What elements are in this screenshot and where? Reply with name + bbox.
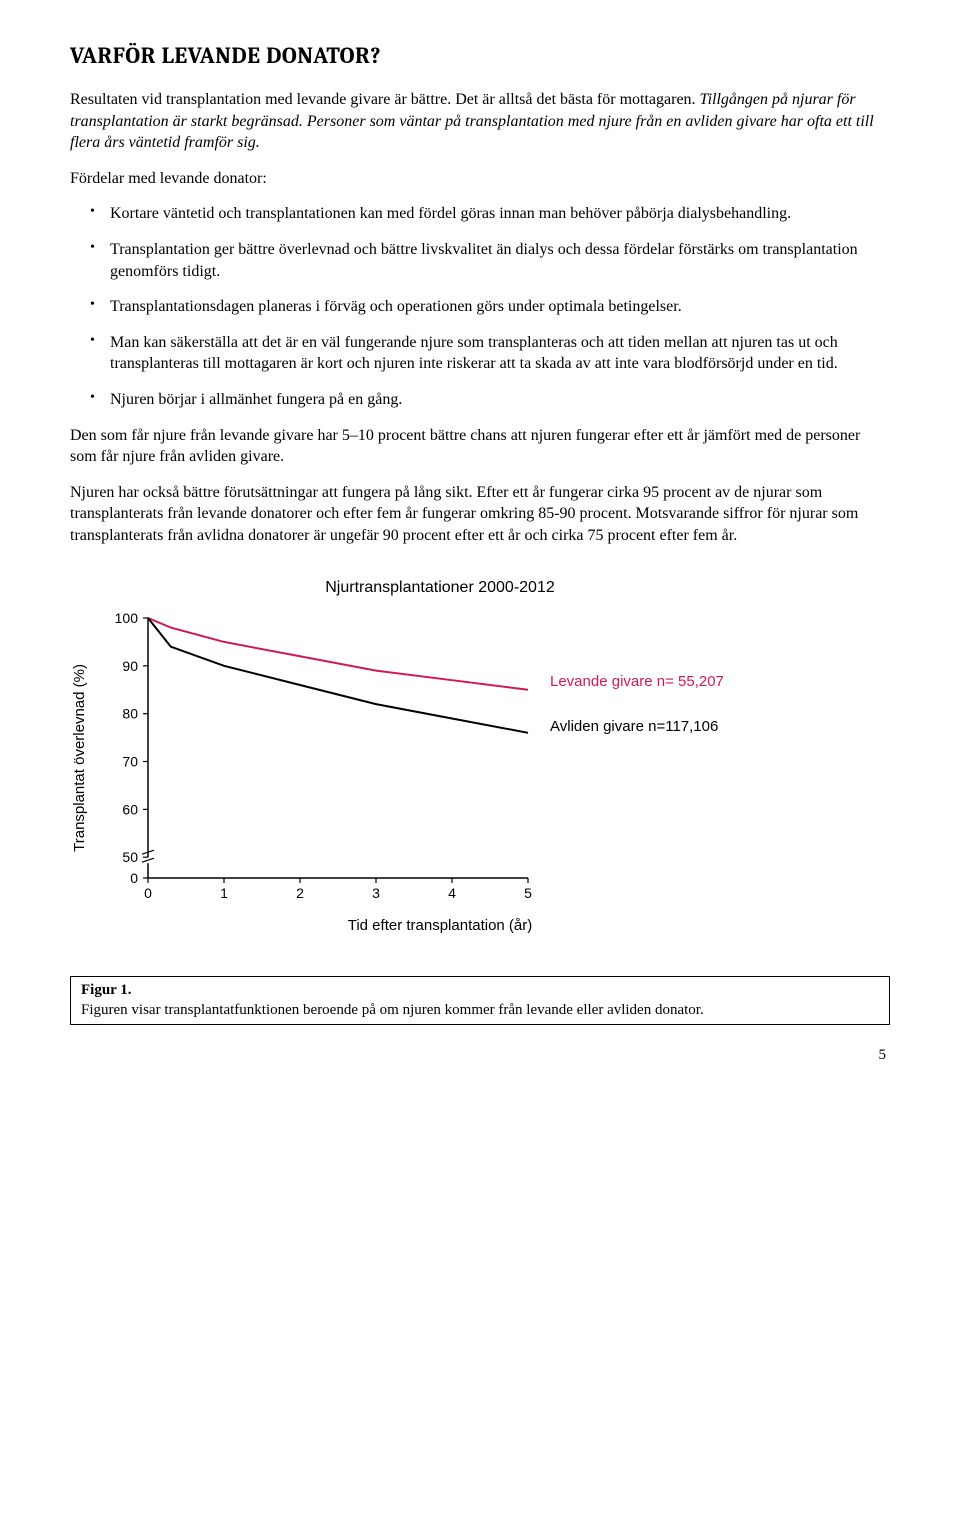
svg-text:0: 0 xyxy=(130,870,138,886)
legend-living-label: Levande givare n= 55,207 xyxy=(550,673,724,690)
legend-deceased-label: Avliden givare n=117,106 xyxy=(550,718,718,735)
caption-text: Figuren visar transplantatfunktionen ber… xyxy=(81,1002,704,1018)
intro-text: Resultaten vid transplantation med levan… xyxy=(70,91,700,108)
svg-text:100: 100 xyxy=(115,610,139,626)
intro-paragraph: Resultaten vid transplantation med levan… xyxy=(70,89,890,154)
paragraph-2: Den som får njure från levande givare ha… xyxy=(70,425,890,468)
svg-text:4: 4 xyxy=(448,885,456,901)
svg-text:80: 80 xyxy=(123,706,139,722)
list-header: Fördelar med levande donator: xyxy=(70,168,890,190)
legend-deceased: Avliden givare n=117,106 xyxy=(550,717,718,737)
figure-caption: Figur 1. Figuren visar transplantatfunkt… xyxy=(70,976,890,1025)
chart-svg: 0 50 60 70 80 90 100 0 1 2 3 4 5 xyxy=(98,608,538,908)
svg-text:0: 0 xyxy=(144,885,152,901)
svg-text:3: 3 xyxy=(372,885,380,901)
svg-text:1: 1 xyxy=(220,885,228,901)
caption-label: Figur 1. xyxy=(81,982,132,998)
paragraph-3: Njuren har också bättre förutsättningar … xyxy=(70,482,890,547)
benefits-list: Kortare väntetid och transplantationen k… xyxy=(70,203,890,410)
svg-text:50: 50 xyxy=(123,849,139,865)
svg-text:2: 2 xyxy=(296,885,304,901)
svg-text:90: 90 xyxy=(123,658,139,674)
page-title: VARFÖR LEVANDE DONATOR? xyxy=(70,40,890,71)
legend-living: Levande givare n= 55,207 xyxy=(550,672,724,692)
svg-text:70: 70 xyxy=(123,754,139,770)
svg-text:5: 5 xyxy=(524,885,532,901)
list-item: Njuren börjar i allmänhet fungera på en … xyxy=(70,389,890,411)
list-item: Man kan säkerställa att det är en väl fu… xyxy=(70,332,890,375)
list-item: Kortare väntetid och transplantationen k… xyxy=(70,203,890,225)
chart-y-label: Transplantat överlevnad (%) xyxy=(70,664,90,852)
survival-chart: Njurtransplantationer 2000-2012 Transpla… xyxy=(70,577,750,937)
svg-text:60: 60 xyxy=(123,802,139,818)
list-item: Transplantation ger bättre överlevnad oc… xyxy=(70,239,890,282)
page-number: 5 xyxy=(70,1045,890,1065)
chart-title: Njurtransplantationer 2000-2012 xyxy=(130,577,750,599)
chart-x-label: Tid efter transplantation (år) xyxy=(130,916,750,936)
list-item: Transplantationsdagen planeras i förväg … xyxy=(70,296,890,318)
